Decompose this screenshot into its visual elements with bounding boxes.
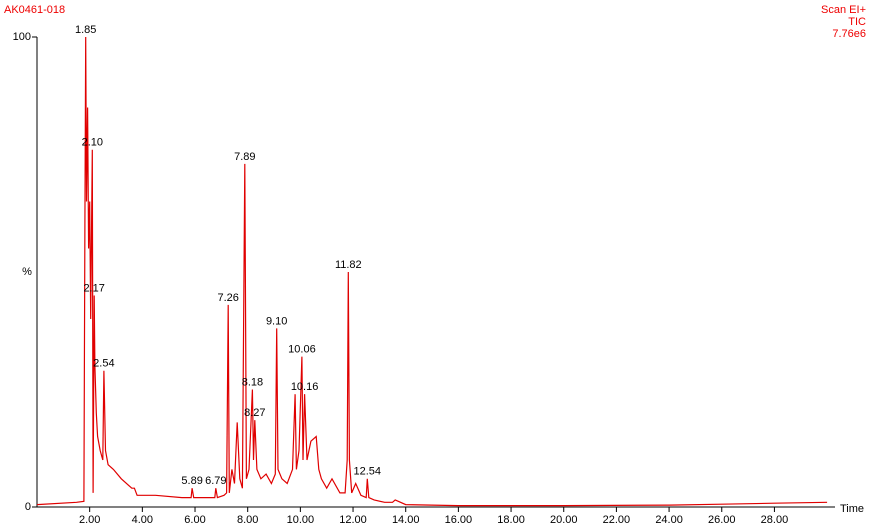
x-tick-label: 26.00: [708, 514, 736, 525]
peak-label: 11.82: [335, 259, 362, 271]
peak-label: 10.06: [288, 344, 316, 356]
x-tick-label: 6.00: [184, 514, 205, 525]
trace-mode: TIC: [848, 16, 866, 28]
peak-label: 10.16: [291, 381, 319, 393]
x-tick-label: 24.00: [655, 514, 683, 525]
x-tick-label: 22.00: [603, 514, 631, 525]
peak-label: 9.10: [266, 315, 287, 327]
x-tick-label: 18.00: [497, 514, 525, 525]
x-tick-label: 12.00: [339, 514, 367, 525]
peak-label: 2.10: [82, 137, 103, 149]
x-tick-label: 2.00: [79, 514, 100, 525]
peak-label: 2.17: [83, 282, 104, 294]
peak-label: 5.89: [181, 475, 202, 487]
sample-id: AK0461-018: [4, 4, 65, 16]
peak-label: 8.27: [244, 407, 265, 419]
y-axis-label: %: [22, 266, 32, 278]
x-tick-label: 20.00: [550, 514, 578, 525]
x-tick-label: 16.00: [445, 514, 473, 525]
peak-label: 6.79: [205, 475, 226, 487]
intensity: 7.76e6: [832, 28, 866, 40]
peak-label: 7.26: [217, 292, 238, 304]
x-tick-label: 8.00: [237, 514, 258, 525]
x-tick-label: 10.00: [287, 514, 315, 525]
y-tick-label: 100: [13, 31, 31, 43]
peak-label: 12.54: [353, 466, 381, 478]
peak-label: 8.18: [242, 376, 263, 388]
x-axis-label: Time: [840, 503, 864, 515]
x-tick-label: 14.00: [392, 514, 420, 525]
peak-label: 2.54: [93, 358, 114, 370]
scan-mode: Scan EI+: [821, 4, 866, 16]
y-tick-label: 0: [25, 501, 31, 513]
peak-label: 7.89: [234, 151, 255, 163]
peak-label: 1.85: [75, 24, 96, 36]
x-tick-label: 28.00: [761, 514, 789, 525]
x-tick-label: 4.00: [132, 514, 153, 525]
tic-trace: [36, 36, 828, 507]
